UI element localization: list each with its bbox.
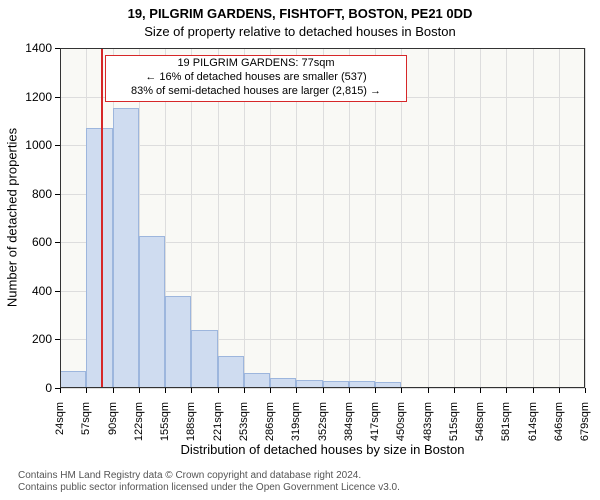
xtick-label: 614sqm — [527, 402, 539, 452]
ytick-label: 1400 — [22, 41, 52, 55]
xtick-mark — [270, 388, 271, 393]
ytick-label: 600 — [22, 235, 52, 249]
xtick-label: 24sqm — [54, 402, 66, 452]
xtick-mark — [533, 388, 534, 393]
histogram-bar — [165, 296, 191, 388]
plot-border — [60, 48, 61, 388]
ytick-label: 400 — [22, 284, 52, 298]
xtick-label: 646sqm — [553, 402, 565, 452]
xtick-mark — [139, 388, 140, 393]
xtick-label: 548sqm — [474, 402, 486, 452]
xtick-mark — [401, 388, 402, 393]
xtick-mark — [86, 388, 87, 393]
annotation-line3: 83% of semi-detached houses are larger (… — [108, 85, 404, 99]
xtick-mark — [428, 388, 429, 393]
xtick-label: 221sqm — [212, 402, 224, 452]
xtick-label: 90sqm — [107, 402, 119, 452]
footer-line1: Contains HM Land Registry data © Crown c… — [18, 470, 400, 482]
xtick-mark — [506, 388, 507, 393]
histogram-bar — [139, 236, 165, 388]
xtick-mark — [375, 388, 376, 393]
histogram-bar — [86, 128, 112, 388]
plot-border — [60, 387, 585, 388]
grid-line-v — [428, 48, 429, 388]
ytick-label: 800 — [22, 187, 52, 201]
grid-line-v — [533, 48, 534, 388]
xtick-mark — [480, 388, 481, 393]
chart-title-line2: Size of property relative to detached ho… — [0, 24, 600, 39]
xtick-label: 286sqm — [264, 402, 276, 452]
ytick-label: 1200 — [22, 90, 52, 104]
annotation-box: 19 PILGRIM GARDENS: 77sqm ← 16% of detac… — [105, 55, 407, 102]
plot-border — [60, 48, 585, 49]
grid-line-v — [506, 48, 507, 388]
xtick-label: 253sqm — [238, 402, 250, 452]
xtick-label: 384sqm — [343, 402, 355, 452]
xtick-label: 679sqm — [579, 402, 591, 452]
annotation-line2: ← 16% of detached houses are smaller (53… — [108, 71, 404, 85]
grid-line-v — [454, 48, 455, 388]
xtick-mark — [349, 388, 350, 393]
xtick-label: 57sqm — [80, 402, 92, 452]
xtick-label: 188sqm — [185, 402, 197, 452]
ytick-label: 0 — [22, 381, 52, 395]
xtick-mark — [559, 388, 560, 393]
xtick-label: 515sqm — [448, 402, 460, 452]
xtick-label: 417sqm — [369, 402, 381, 452]
chart-title-line1: 19, PILGRIM GARDENS, FISHTOFT, BOSTON, P… — [0, 6, 600, 21]
xtick-mark — [454, 388, 455, 393]
xtick-mark — [165, 388, 166, 393]
histogram-bar — [60, 371, 86, 388]
xtick-label: 122sqm — [133, 402, 145, 452]
xtick-mark — [585, 388, 586, 393]
xtick-mark — [191, 388, 192, 393]
histogram-bar — [218, 356, 244, 388]
xtick-mark — [244, 388, 245, 393]
xtick-label: 155sqm — [159, 402, 171, 452]
annotation-line1: 19 PILGRIM GARDENS: 77sqm — [108, 57, 404, 71]
grid-line-v — [559, 48, 560, 388]
ytick-label: 200 — [22, 332, 52, 346]
reference-line — [101, 48, 103, 388]
ytick-label: 1000 — [22, 138, 52, 152]
xtick-label: 450sqm — [395, 402, 407, 452]
plot-border — [584, 48, 585, 388]
footer-line2: Contains public sector information licen… — [18, 482, 400, 494]
histogram-bar — [191, 330, 217, 388]
histogram-bar — [113, 108, 139, 389]
y-axis-label: Number of detached properties — [5, 118, 20, 318]
chart-container: 19, PILGRIM GARDENS, FISHTOFT, BOSTON, P… — [0, 0, 600, 500]
footer-attribution: Contains HM Land Registry data © Crown c… — [18, 470, 400, 493]
grid-line-v — [585, 48, 586, 388]
xtick-label: 483sqm — [422, 402, 434, 452]
xtick-label: 352sqm — [317, 402, 329, 452]
grid-line-v — [480, 48, 481, 388]
xtick-mark — [60, 388, 61, 393]
histogram-bar — [244, 373, 270, 388]
xtick-mark — [113, 388, 114, 393]
xtick-label: 319sqm — [290, 402, 302, 452]
xtick-mark — [218, 388, 219, 393]
xtick-mark — [296, 388, 297, 393]
xtick-label: 581sqm — [500, 402, 512, 452]
xtick-mark — [323, 388, 324, 393]
